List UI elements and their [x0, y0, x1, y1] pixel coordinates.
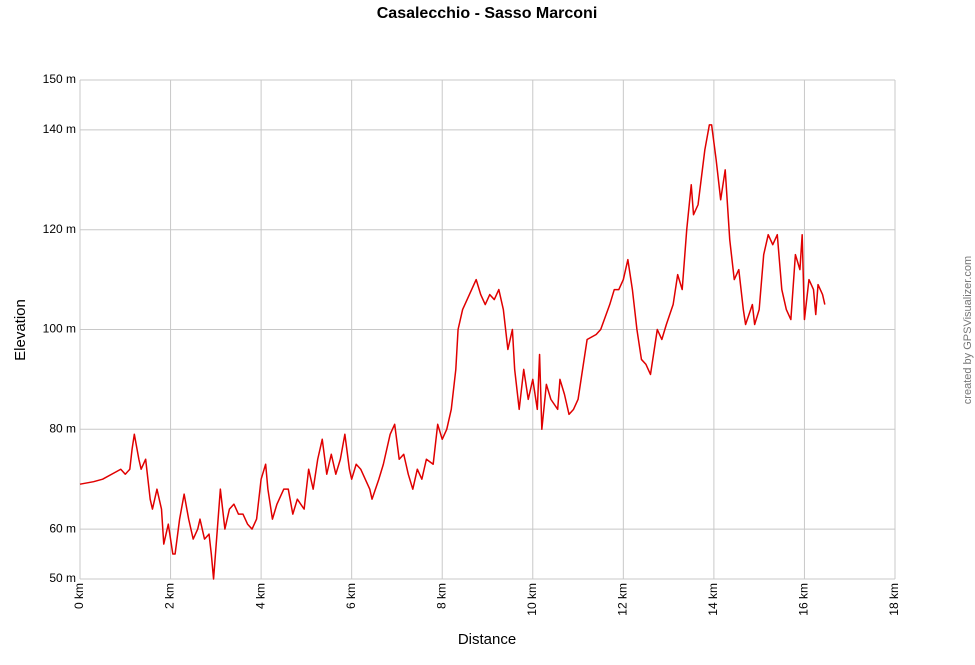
- y-tick-label: 150 m: [43, 72, 76, 86]
- x-tick-label: 12 km: [616, 583, 630, 616]
- x-axis-label: Distance: [458, 631, 516, 648]
- credit: created by GPSVisualizer.com: [962, 256, 974, 404]
- x-tick-label: 18 km: [887, 583, 901, 616]
- elevation-line: [79, 124, 826, 580]
- y-axis-label: Elevation: [12, 299, 29, 361]
- x-tick-label: 10 km: [525, 583, 539, 616]
- y-tick-label: 140 m: [43, 122, 76, 136]
- x-tick-label: 6 km: [344, 583, 358, 609]
- x-tick-label: 2 km: [163, 583, 177, 609]
- y-tick-label: 100 m: [43, 322, 76, 336]
- x-tick-label: 4 km: [253, 583, 267, 609]
- y-tick-label: 80 m: [49, 421, 76, 435]
- x-tick-label: 14 km: [706, 583, 720, 616]
- y-tick-label: 50 m: [49, 571, 76, 585]
- x-tick-label: 8 km: [434, 583, 448, 609]
- x-tick-label: 0 km: [72, 583, 86, 609]
- y-tick-label: 60 m: [49, 521, 76, 535]
- x-tick-label: 16 km: [797, 583, 811, 616]
- y-tick-label: 120 m: [43, 222, 76, 236]
- chart-title: Casalecchio - Sasso Marconi: [377, 5, 598, 22]
